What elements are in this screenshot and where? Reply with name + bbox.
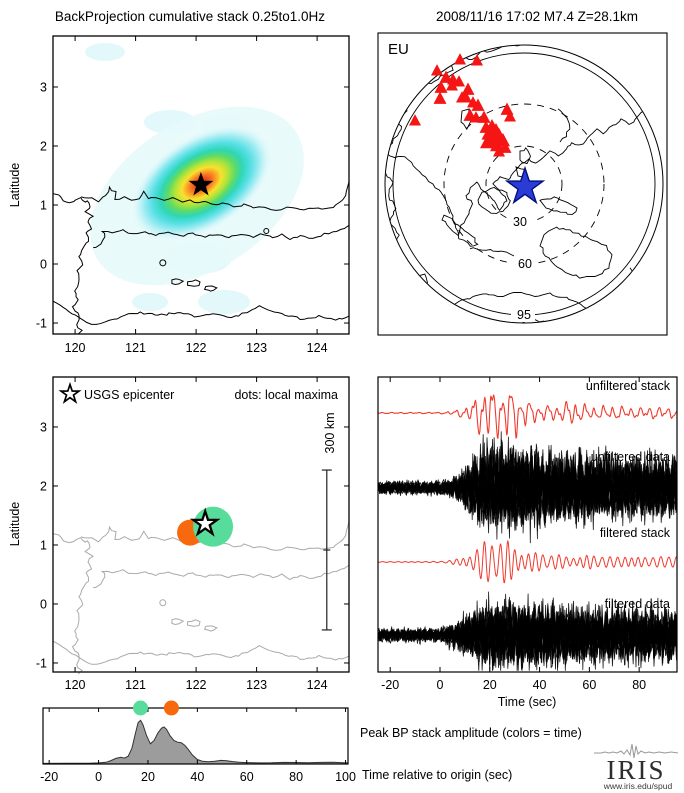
- station-triangle: [504, 110, 516, 122]
- x-tick-label: 60: [240, 770, 254, 784]
- station-triangle: [431, 64, 443, 76]
- station-triangle: [477, 110, 491, 123]
- legend-usgs-epicenter: USGS epicenter: [84, 388, 174, 402]
- y-tick-label: -1: [36, 317, 47, 331]
- trace-label-unfiltered-data: unfiltered data: [591, 450, 670, 464]
- x-tick-label: 123: [246, 678, 267, 692]
- station-triangle: [433, 91, 447, 104]
- peak-time-dot: [133, 700, 149, 716]
- ring-label-60: 60: [518, 257, 532, 271]
- x-tick-label: 124: [307, 341, 328, 355]
- y-tick-label: 2: [40, 139, 47, 153]
- station-triangle: [493, 145, 505, 157]
- x-tick-label: 20: [483, 678, 497, 692]
- x-tick-label: 124: [307, 678, 328, 692]
- station-triangle: [434, 80, 448, 93]
- station-triangle: [446, 79, 458, 91]
- station-triangle: [471, 98, 485, 111]
- scalebar-label: 300 km: [323, 413, 337, 454]
- x-tick-label: 123: [246, 341, 267, 355]
- y-tick-label: 3: [40, 80, 47, 94]
- peak-amplitude-title: Peak BP stack amplitude (colors = time): [360, 726, 582, 740]
- iris-wordmark: IRIS: [606, 755, 665, 785]
- station-triangle: [471, 54, 483, 66]
- ylabel-latitude-top: Latitude: [8, 163, 22, 208]
- figure-title-left: BackProjection cumulative stack 0.25to1.…: [55, 9, 325, 24]
- x-tick-label: -20: [40, 770, 58, 784]
- x-tick-label: 122: [186, 341, 207, 355]
- y-tick-label: 0: [40, 258, 47, 272]
- station-triangle: [453, 75, 465, 87]
- peak-time-dot: [163, 700, 179, 716]
- y-tick-label: 1: [40, 199, 47, 213]
- trace-label-filtered-data: filtered data: [605, 597, 670, 611]
- x-tick-label: 20: [141, 770, 155, 784]
- iris-url: www.iris.edu/spud: [603, 781, 673, 791]
- x-tick-label: -20: [381, 678, 399, 692]
- trace-label-filtered-stack: filtered stack: [600, 526, 671, 540]
- scalebar-300km: [321, 469, 332, 631]
- station-triangle: [460, 91, 472, 103]
- x-tick-label: 0: [437, 678, 444, 692]
- station-triangle: [439, 70, 453, 83]
- array-label-eu: EU: [388, 41, 409, 58]
- station-triangle: [500, 102, 514, 115]
- trace-label-unfiltered-stack: unfiltered stack: [586, 379, 671, 393]
- station-triangle: [480, 134, 494, 149]
- station-triangle: [461, 82, 475, 95]
- legend-star-icon: [58, 381, 82, 404]
- usgs-epicenter-star-open: [189, 507, 221, 537]
- x-tick-label: 122: [186, 678, 207, 692]
- ring-label-30: 30: [513, 215, 527, 229]
- x-tick-label: 120: [65, 341, 86, 355]
- x-tick-label: 100: [335, 770, 356, 784]
- y-tick-label: 2: [40, 479, 47, 493]
- x-tick-label: 121: [125, 341, 146, 355]
- figure-title-right: 2008/11/16 17:02 M7.4 Z=28.1km: [436, 9, 638, 24]
- ylabel-latitude-middle: Latitude: [8, 502, 22, 547]
- ring-label-95: 95: [517, 308, 531, 322]
- y-tick-label: 0: [40, 597, 47, 611]
- legend-local-maxima: dots: local maxima: [234, 388, 338, 402]
- epicenter-star-blue: [504, 165, 546, 205]
- x-tick-label: 40: [190, 770, 204, 784]
- panel-station-globe: [377, 32, 668, 336]
- station-triangle: [409, 114, 421, 126]
- station-triangle: [470, 111, 482, 123]
- station-triangle: [490, 137, 504, 152]
- x-tick-label: 40: [533, 678, 547, 692]
- station-triangle: [454, 53, 466, 65]
- x-tick-label: 80: [289, 770, 303, 784]
- y-tick-label: -1: [36, 656, 47, 670]
- panel-waveforms: -20 0 20 40 60 80: [377, 376, 678, 692]
- x-tick-label: 80: [632, 678, 646, 692]
- iris-logo: [594, 743, 679, 759]
- x-tick-label: 60: [582, 678, 596, 692]
- y-tick-label: 1: [40, 538, 47, 552]
- xlabel-time-sec: Time (sec): [498, 695, 557, 709]
- x-tick-label: 0: [95, 770, 102, 784]
- panel-peak-amplitude: -20 0 20 40 60 80 100: [40, 700, 356, 784]
- y-tick-label: 3: [40, 420, 47, 434]
- usgs-epicenter-star: [188, 171, 214, 196]
- x-tick-label: 120: [65, 678, 86, 692]
- x-tick-label: 121: [125, 678, 146, 692]
- station-triangle: [498, 140, 512, 153]
- xlabel-time-relative-origin: Time relative to origin (sec): [362, 768, 512, 782]
